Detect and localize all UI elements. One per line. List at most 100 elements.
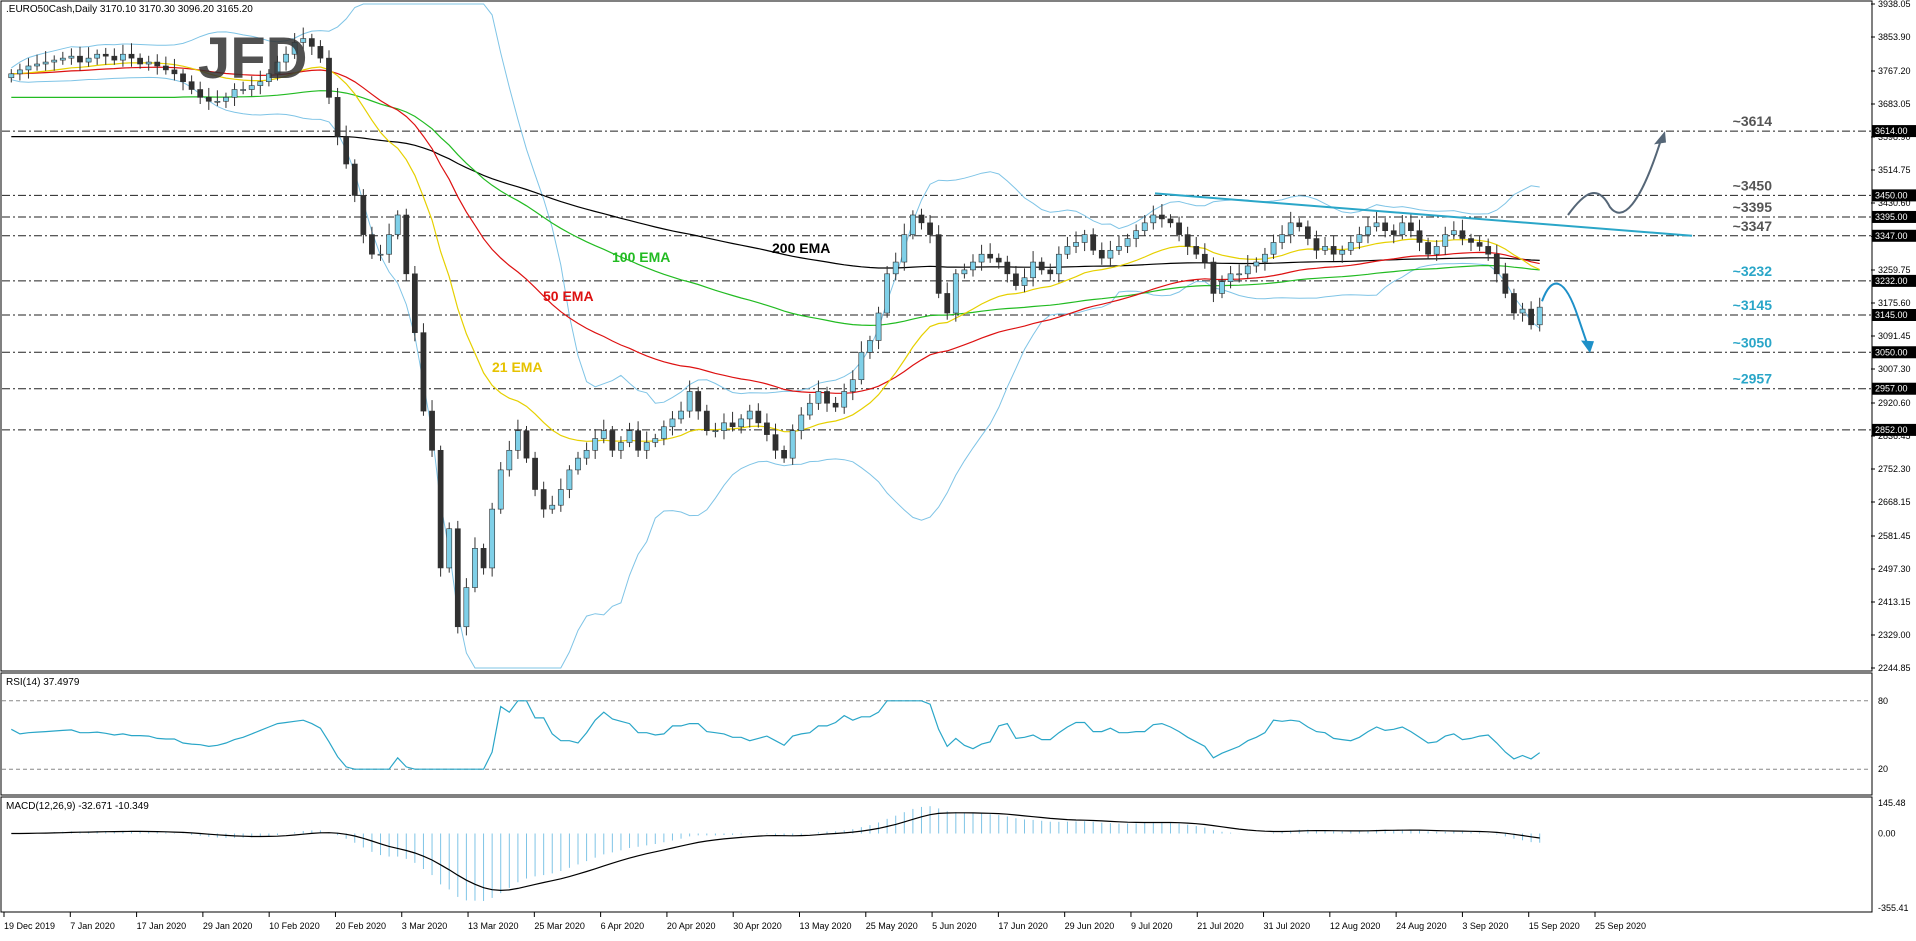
time-tick-label: 13 Mar 2020 (468, 921, 519, 931)
candle-body (1365, 226, 1371, 235)
candle-body (583, 449, 590, 459)
candle-body (1055, 253, 1062, 275)
candle-body (102, 53, 109, 57)
candle-body (738, 418, 745, 428)
candle-body (214, 100, 221, 103)
candle-body (858, 351, 865, 381)
candle-body (549, 504, 556, 510)
ema-label: 200 EMA (772, 240, 830, 256)
ema-100-line (11, 90, 1540, 327)
candle-body (420, 332, 427, 412)
rsi-line (11, 700, 1541, 770)
candle-body (1013, 273, 1019, 286)
bearish-projection-path (1541, 282, 1589, 347)
candle-body (618, 442, 624, 451)
candle-body (1270, 242, 1277, 255)
candle-body (652, 438, 659, 443)
candle-body (51, 59, 58, 63)
price-tick-label: 3767.20 (1878, 66, 1911, 76)
candle-body (180, 73, 186, 82)
candle-body (1287, 222, 1294, 235)
candle-body (910, 214, 916, 235)
level-label: ~3347 (1733, 218, 1773, 234)
candle-body (1468, 238, 1474, 243)
candle-body (145, 61, 152, 65)
price-tick-label: 2413.15 (1878, 597, 1911, 607)
time-tick-label: 3 Sep 2020 (1462, 921, 1508, 931)
candle-body (1390, 230, 1397, 235)
candle-body (798, 414, 805, 431)
candle-body (240, 89, 247, 91)
time-tick-label: 10 Feb 2020 (269, 921, 320, 931)
candle-body (978, 253, 985, 263)
candle-body (600, 430, 607, 439)
price-tick-label: 2752.30 (1878, 464, 1911, 474)
candle-body (1210, 261, 1217, 294)
price-tick-label: 3007.30 (1878, 364, 1911, 374)
macd-tick-label: 0.00 (1878, 828, 1896, 838)
candle-body (351, 163, 358, 196)
time-tick-label: 15 Sep 2020 (1529, 921, 1580, 931)
bullish-arrowhead (1654, 131, 1666, 145)
ema-label: 21 EMA (492, 359, 543, 375)
candle-body (523, 430, 530, 459)
candle-body (1193, 246, 1200, 255)
candle-body (832, 402, 839, 408)
candle-body (1253, 261, 1260, 267)
candle-body (137, 57, 143, 65)
candle-body (1339, 249, 1346, 255)
descending-trendline (1154, 192, 1693, 237)
candle-body (789, 430, 796, 459)
level-price-tag-text: 3145.00 (1875, 310, 1908, 320)
jfd-watermark: JFD (198, 26, 308, 91)
candle-body (25, 65, 32, 71)
time-tick-label: 6 Apr 2020 (601, 921, 645, 931)
candle-body (1073, 242, 1079, 247)
candle-body (128, 53, 135, 59)
candle-body (806, 402, 813, 416)
candle-body (1313, 238, 1320, 251)
candle-body (1511, 293, 1517, 314)
candle-body (575, 457, 581, 471)
macd-tick-label: 145.48 (1878, 798, 1906, 808)
candle-body (841, 391, 848, 408)
candle-body (1296, 222, 1303, 228)
time-tick-label: 17 Jan 2020 (137, 921, 187, 931)
time-tick-label: 12 Aug 2020 (1330, 921, 1381, 931)
bollinger-lower-line (11, 76, 1541, 669)
rsi-label: RSI(14) 37.4979 (6, 677, 80, 688)
level-label: ~3050 (1733, 334, 1773, 350)
candle-body (1536, 306, 1543, 326)
price-tick-label: 2329.00 (1878, 630, 1911, 640)
price-tick-label: 3938.05 (1878, 0, 1911, 9)
candle-body (274, 61, 281, 75)
candle-body (1416, 230, 1423, 243)
candle-body (1425, 242, 1431, 255)
candle-body (1322, 246, 1328, 251)
price-tick-label: 2581.45 (1878, 531, 1911, 541)
candle-body (764, 422, 770, 435)
time-tick-label: 30 Apr 2020 (733, 921, 782, 931)
candle-body (592, 438, 599, 451)
price-tick-label: 3514.75 (1878, 165, 1911, 175)
candle-body (437, 449, 444, 569)
candle-body (729, 422, 736, 428)
candle-body (171, 69, 178, 75)
candle-body (1373, 222, 1380, 228)
level-label: ~3145 (1733, 297, 1773, 313)
candle-body (1090, 234, 1097, 251)
candle-body (1236, 273, 1243, 276)
time-tick-label: 9 Jul 2020 (1131, 921, 1173, 931)
bollinger-upper-line (11, 3, 1540, 404)
candle-body (987, 253, 994, 259)
candle-body (1124, 238, 1131, 247)
candle-body (1450, 230, 1457, 235)
candlesticks (8, 27, 1543, 636)
level-price-tag (1872, 423, 1916, 436)
level-label: ~3395 (1733, 199, 1773, 215)
candle-body (1201, 253, 1208, 263)
candle-body (1485, 246, 1492, 255)
candle-body (1150, 214, 1157, 224)
